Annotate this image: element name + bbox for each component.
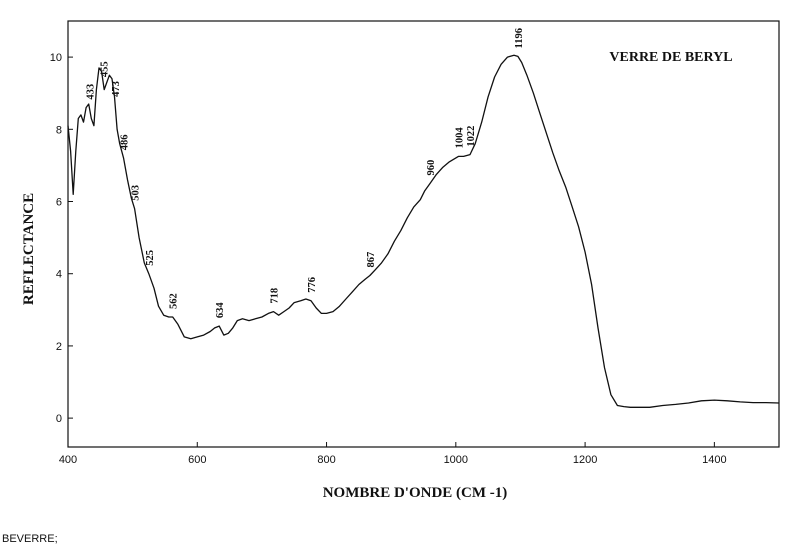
peak-label: 1004 <box>454 127 465 149</box>
peak-label: 1196 <box>514 28 525 48</box>
y-tick-label: 2 <box>56 341 62 353</box>
peak-label: 433 <box>85 84 96 100</box>
peak-label: 562 <box>169 293 180 309</box>
x-tick-label: 1400 <box>702 454 726 466</box>
x-tick-label: 600 <box>188 454 206 466</box>
plot-frame <box>67 20 780 448</box>
peak-label: 486 <box>120 134 131 150</box>
peak-label: 473 <box>111 81 122 97</box>
x-tick-label: 800 <box>317 454 335 466</box>
footer-caption: BEVERRE; <box>2 533 58 545</box>
peak-label: 455 <box>100 61 111 77</box>
y-tick-label: 0 <box>56 413 62 425</box>
x-tick-label: 400 <box>59 454 77 466</box>
peak-label: 525 <box>145 250 156 266</box>
x-axis-label: NOMBRE D'ONDE (CM -1) <box>323 485 508 501</box>
y-tick-label: 8 <box>56 124 62 136</box>
peak-label: 960 <box>426 160 437 176</box>
peak-label: 718 <box>270 288 281 304</box>
y-tick-label: 6 <box>56 197 62 209</box>
chart-title: VERRE DE BERYL <box>609 50 732 65</box>
peak-label: 1022 <box>466 126 477 147</box>
peak-label: 867 <box>366 252 377 268</box>
series-layer <box>67 54 780 408</box>
axis-ticks: 400 600 800 1000 1200 1400 0 2 4 6 8 10 <box>50 52 727 466</box>
peak-label: 776 <box>307 277 318 293</box>
y-axis-label: REFLECTANCE <box>21 193 37 305</box>
series-line <box>67 54 780 408</box>
peak-label: 634 <box>215 302 226 319</box>
peak-label: 503 <box>131 185 142 201</box>
x-tick-label: 1000 <box>444 454 468 466</box>
y-tick-label: 4 <box>56 269 62 281</box>
x-tick-label: 1200 <box>573 454 597 466</box>
y-tick-label: 10 <box>50 52 62 64</box>
